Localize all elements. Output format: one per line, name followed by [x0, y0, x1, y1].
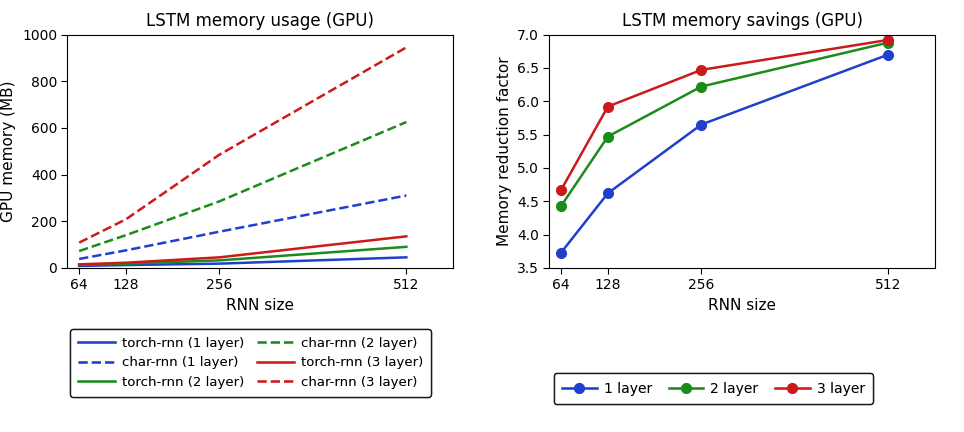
Y-axis label: Memory reduction factor: Memory reduction factor — [496, 57, 512, 246]
Title: LSTM memory usage (GPU): LSTM memory usage (GPU) — [147, 12, 374, 30]
X-axis label: RNN size: RNN size — [709, 298, 776, 313]
Y-axis label: GPU memory (MB): GPU memory (MB) — [1, 80, 16, 222]
Legend: torch-rnn (1 layer), char-rnn (1 layer), torch-rnn (2 layer), char-rnn (2 layer): torch-rnn (1 layer), char-rnn (1 layer),… — [70, 329, 431, 397]
Title: LSTM memory savings (GPU): LSTM memory savings (GPU) — [622, 12, 863, 30]
X-axis label: RNN size: RNN size — [227, 298, 294, 313]
Legend: 1 layer, 2 layer, 3 layer: 1 layer, 2 layer, 3 layer — [553, 374, 873, 404]
